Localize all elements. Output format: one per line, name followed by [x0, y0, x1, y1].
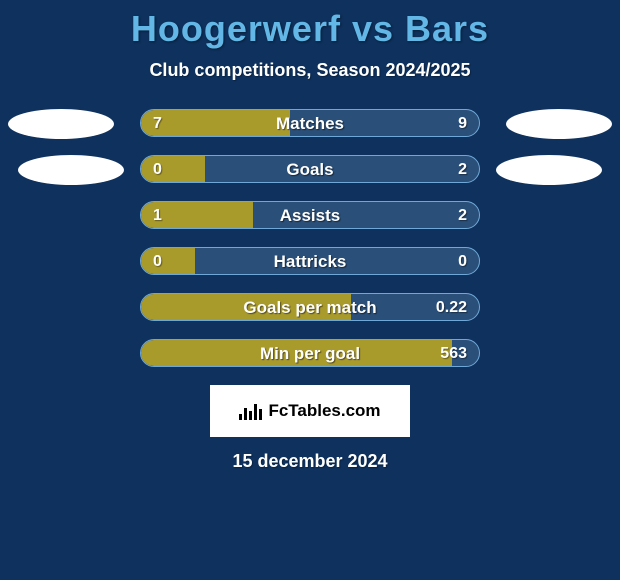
chart-icon — [239, 402, 262, 420]
player1-name: Hoogerwerf — [131, 8, 341, 49]
credit-box: FcTables.com — [210, 385, 410, 437]
subtitle: Club competitions, Season 2024/2025 — [0, 60, 620, 81]
player2-name: Bars — [405, 8, 489, 49]
stat-row: 563Min per goal — [140, 339, 480, 367]
stat-row: 00Hattricks — [140, 247, 480, 275]
bars-container: 79Matches 02Goals 12Assists 00Hattricks 0.22… — [8, 109, 612, 367]
team-logo-left-2 — [18, 155, 124, 185]
stat-row: 0.22Goals per match — [140, 293, 480, 321]
team-logo-right-2 — [496, 155, 602, 185]
stat-label: Hattricks — [141, 248, 479, 275]
stat-label: Assists — [141, 202, 479, 229]
stat-label: Goals — [141, 156, 479, 183]
stat-row: 02Goals — [140, 155, 480, 183]
comparison-card: Hoogerwerf vs Bars Club competitions, Se… — [0, 0, 620, 580]
stat-label: Matches — [141, 110, 479, 137]
stat-row: 12Assists — [140, 201, 480, 229]
team-logo-left-1 — [8, 109, 114, 139]
team-logo-right-1 — [506, 109, 612, 139]
stat-row: 79Matches — [140, 109, 480, 137]
page-title: Hoogerwerf vs Bars — [0, 0, 620, 50]
stat-label: Goals per match — [141, 294, 479, 321]
stats-area: 79Matches 02Goals 12Assists 00Hattricks 0.22… — [0, 109, 620, 367]
vs-separator: vs — [341, 8, 405, 49]
credit-text: FcTables.com — [268, 401, 380, 421]
stat-label: Min per goal — [141, 340, 479, 367]
date: 15 december 2024 — [0, 451, 620, 472]
